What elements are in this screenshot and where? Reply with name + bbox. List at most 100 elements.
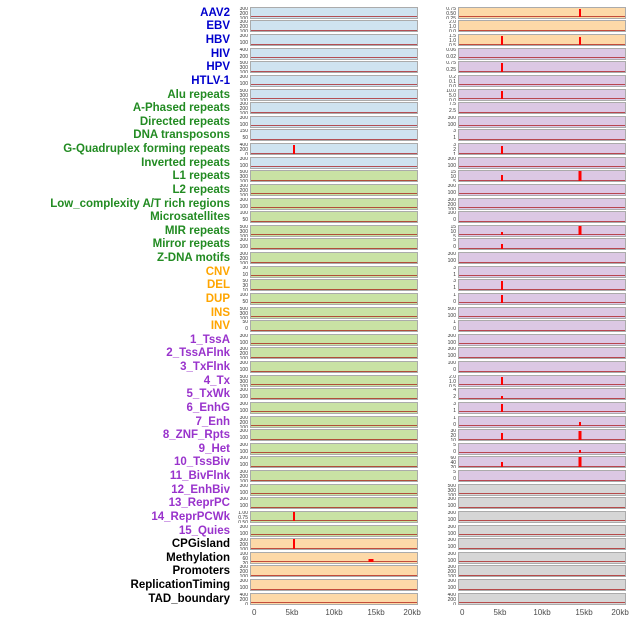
y-axis-ticks: 300 100 <box>418 252 458 264</box>
track-panel-right <box>458 401 626 414</box>
track-row: CNV 30 10 3 1 <box>4 265 630 279</box>
y-tick-label: 50 <box>242 320 248 326</box>
y-tick-label: 100 <box>239 407 248 414</box>
y-tick-label: 1 <box>453 415 456 421</box>
track-panel-right <box>458 538 626 551</box>
y-axis-ticks: 400 200 <box>230 48 250 60</box>
track-panel-right <box>458 6 626 19</box>
signal-baseline <box>459 452 625 454</box>
y-tick-label: 300 <box>447 565 456 571</box>
y-tick-label: 300 <box>447 497 456 503</box>
y-tick-label: 0.06 <box>446 47 456 53</box>
y-tick-label: 60 <box>450 456 456 462</box>
y-tick-label: 100 <box>239 503 248 510</box>
y-tick-label: 100 <box>239 462 248 469</box>
track-panel-left <box>250 320 418 333</box>
track-panel-left <box>250 74 418 87</box>
row-label: 10_TssBiv <box>173 456 230 469</box>
signal-baseline <box>459 193 625 195</box>
track-panel-right <box>458 197 626 210</box>
x-tick-label: 20kb <box>403 607 421 617</box>
row-label: Mirror repeats <box>152 238 230 251</box>
y-axis-ticks: 30 10 <box>230 266 250 278</box>
y-tick-label: 30 <box>242 265 248 271</box>
y-tick-label: 100 <box>239 292 248 298</box>
y-tick-label: 300 <box>447 524 456 530</box>
signal-spike <box>578 171 582 181</box>
y-tick-label: 300 <box>447 115 456 121</box>
track-left: 300 200 100 <box>230 252 418 265</box>
y-axis-ticks: 400 200 0 <box>230 143 250 155</box>
y-tick-label: 0.25 <box>446 15 456 19</box>
track-panel-right <box>458 102 626 115</box>
y-tick-label: 50 <box>242 279 248 285</box>
y-axis-ticks: 300 100 <box>230 238 250 250</box>
y-axis-ticks: 500 300 100 <box>230 170 250 182</box>
y-tick-label: 100 <box>239 356 248 360</box>
y-tick-label: 0 <box>245 326 248 333</box>
track-panel-right <box>458 374 626 387</box>
row-label: AAV2 <box>200 6 230 19</box>
y-tick-label: 200 <box>239 569 248 576</box>
y-tick-label: 1.5 <box>449 34 456 40</box>
signal-spike <box>501 62 504 72</box>
y-axis-ticks: 300 100 <box>230 388 250 400</box>
y-tick-label: 300 <box>239 310 248 317</box>
signal-baseline <box>251 220 417 222</box>
y-tick-label: 100 <box>239 435 248 442</box>
track-panel-right <box>458 579 626 592</box>
y-tick-label: 500 <box>239 170 248 176</box>
signal-baseline <box>251 152 417 154</box>
row-label: INS <box>210 306 230 319</box>
track-right: 300 100 <box>418 333 626 346</box>
track-panel-right <box>458 34 626 47</box>
y-tick-label: 300 <box>239 361 248 367</box>
signal-baseline <box>459 29 625 31</box>
signal-baseline <box>459 125 625 127</box>
signal-spike <box>501 376 504 386</box>
y-tick-label: 300 <box>447 487 456 494</box>
track-panel-left <box>250 538 418 551</box>
y-axis-ticks: 300 100 <box>418 334 458 346</box>
y-tick-label: 100 <box>447 339 456 346</box>
track-left: 500 300 100 <box>230 374 418 387</box>
signal-baseline <box>251 397 417 399</box>
track-panel-left <box>250 456 418 469</box>
row-label: CPGisland <box>171 538 230 551</box>
y-tick-label: 100 <box>239 261 248 265</box>
track-left: 500 300 100 <box>230 306 418 319</box>
row-label: 14_ReprPCWk <box>151 510 230 523</box>
y-axis-ticks: 300 100 <box>230 525 250 537</box>
track-panel-left <box>250 347 418 360</box>
y-tick-label: 300 <box>239 401 248 407</box>
signal-baseline <box>251 261 417 263</box>
track-row: 9_Het 300 100 5 0 <box>4 442 630 456</box>
signal-baseline <box>251 438 417 440</box>
signal-baseline <box>459 16 625 18</box>
signal-baseline <box>251 234 417 236</box>
signal-spike <box>501 395 504 399</box>
y-axis-ticks: 100 50 <box>230 211 250 223</box>
y-tick-label: 100 <box>239 233 248 237</box>
y-tick-label: 50 <box>242 217 248 224</box>
y-axis-ticks: 30 20 10 <box>418 429 458 441</box>
signal-baseline <box>459 166 625 168</box>
y-axis-ticks: 300 200 100 <box>418 565 458 577</box>
y-tick-label: 1.00 <box>238 510 248 516</box>
y-axis-ticks: 300 100 <box>230 429 250 441</box>
y-axis-ticks: 0.2 0.1 0.0 <box>418 75 458 87</box>
x-tick-label: 5kb <box>493 607 507 617</box>
y-tick-label: 5 <box>453 470 456 476</box>
y-tick-label: 300 <box>239 252 248 258</box>
y-tick-label: 10.0 <box>446 88 456 94</box>
track-row: EBV 300 200 100 2.0 1.0 0.0 <box>4 20 630 34</box>
row-label: 6_EnhG <box>186 401 230 414</box>
x-tick-label: 10kb <box>533 607 551 617</box>
signal-baseline <box>459 247 625 249</box>
